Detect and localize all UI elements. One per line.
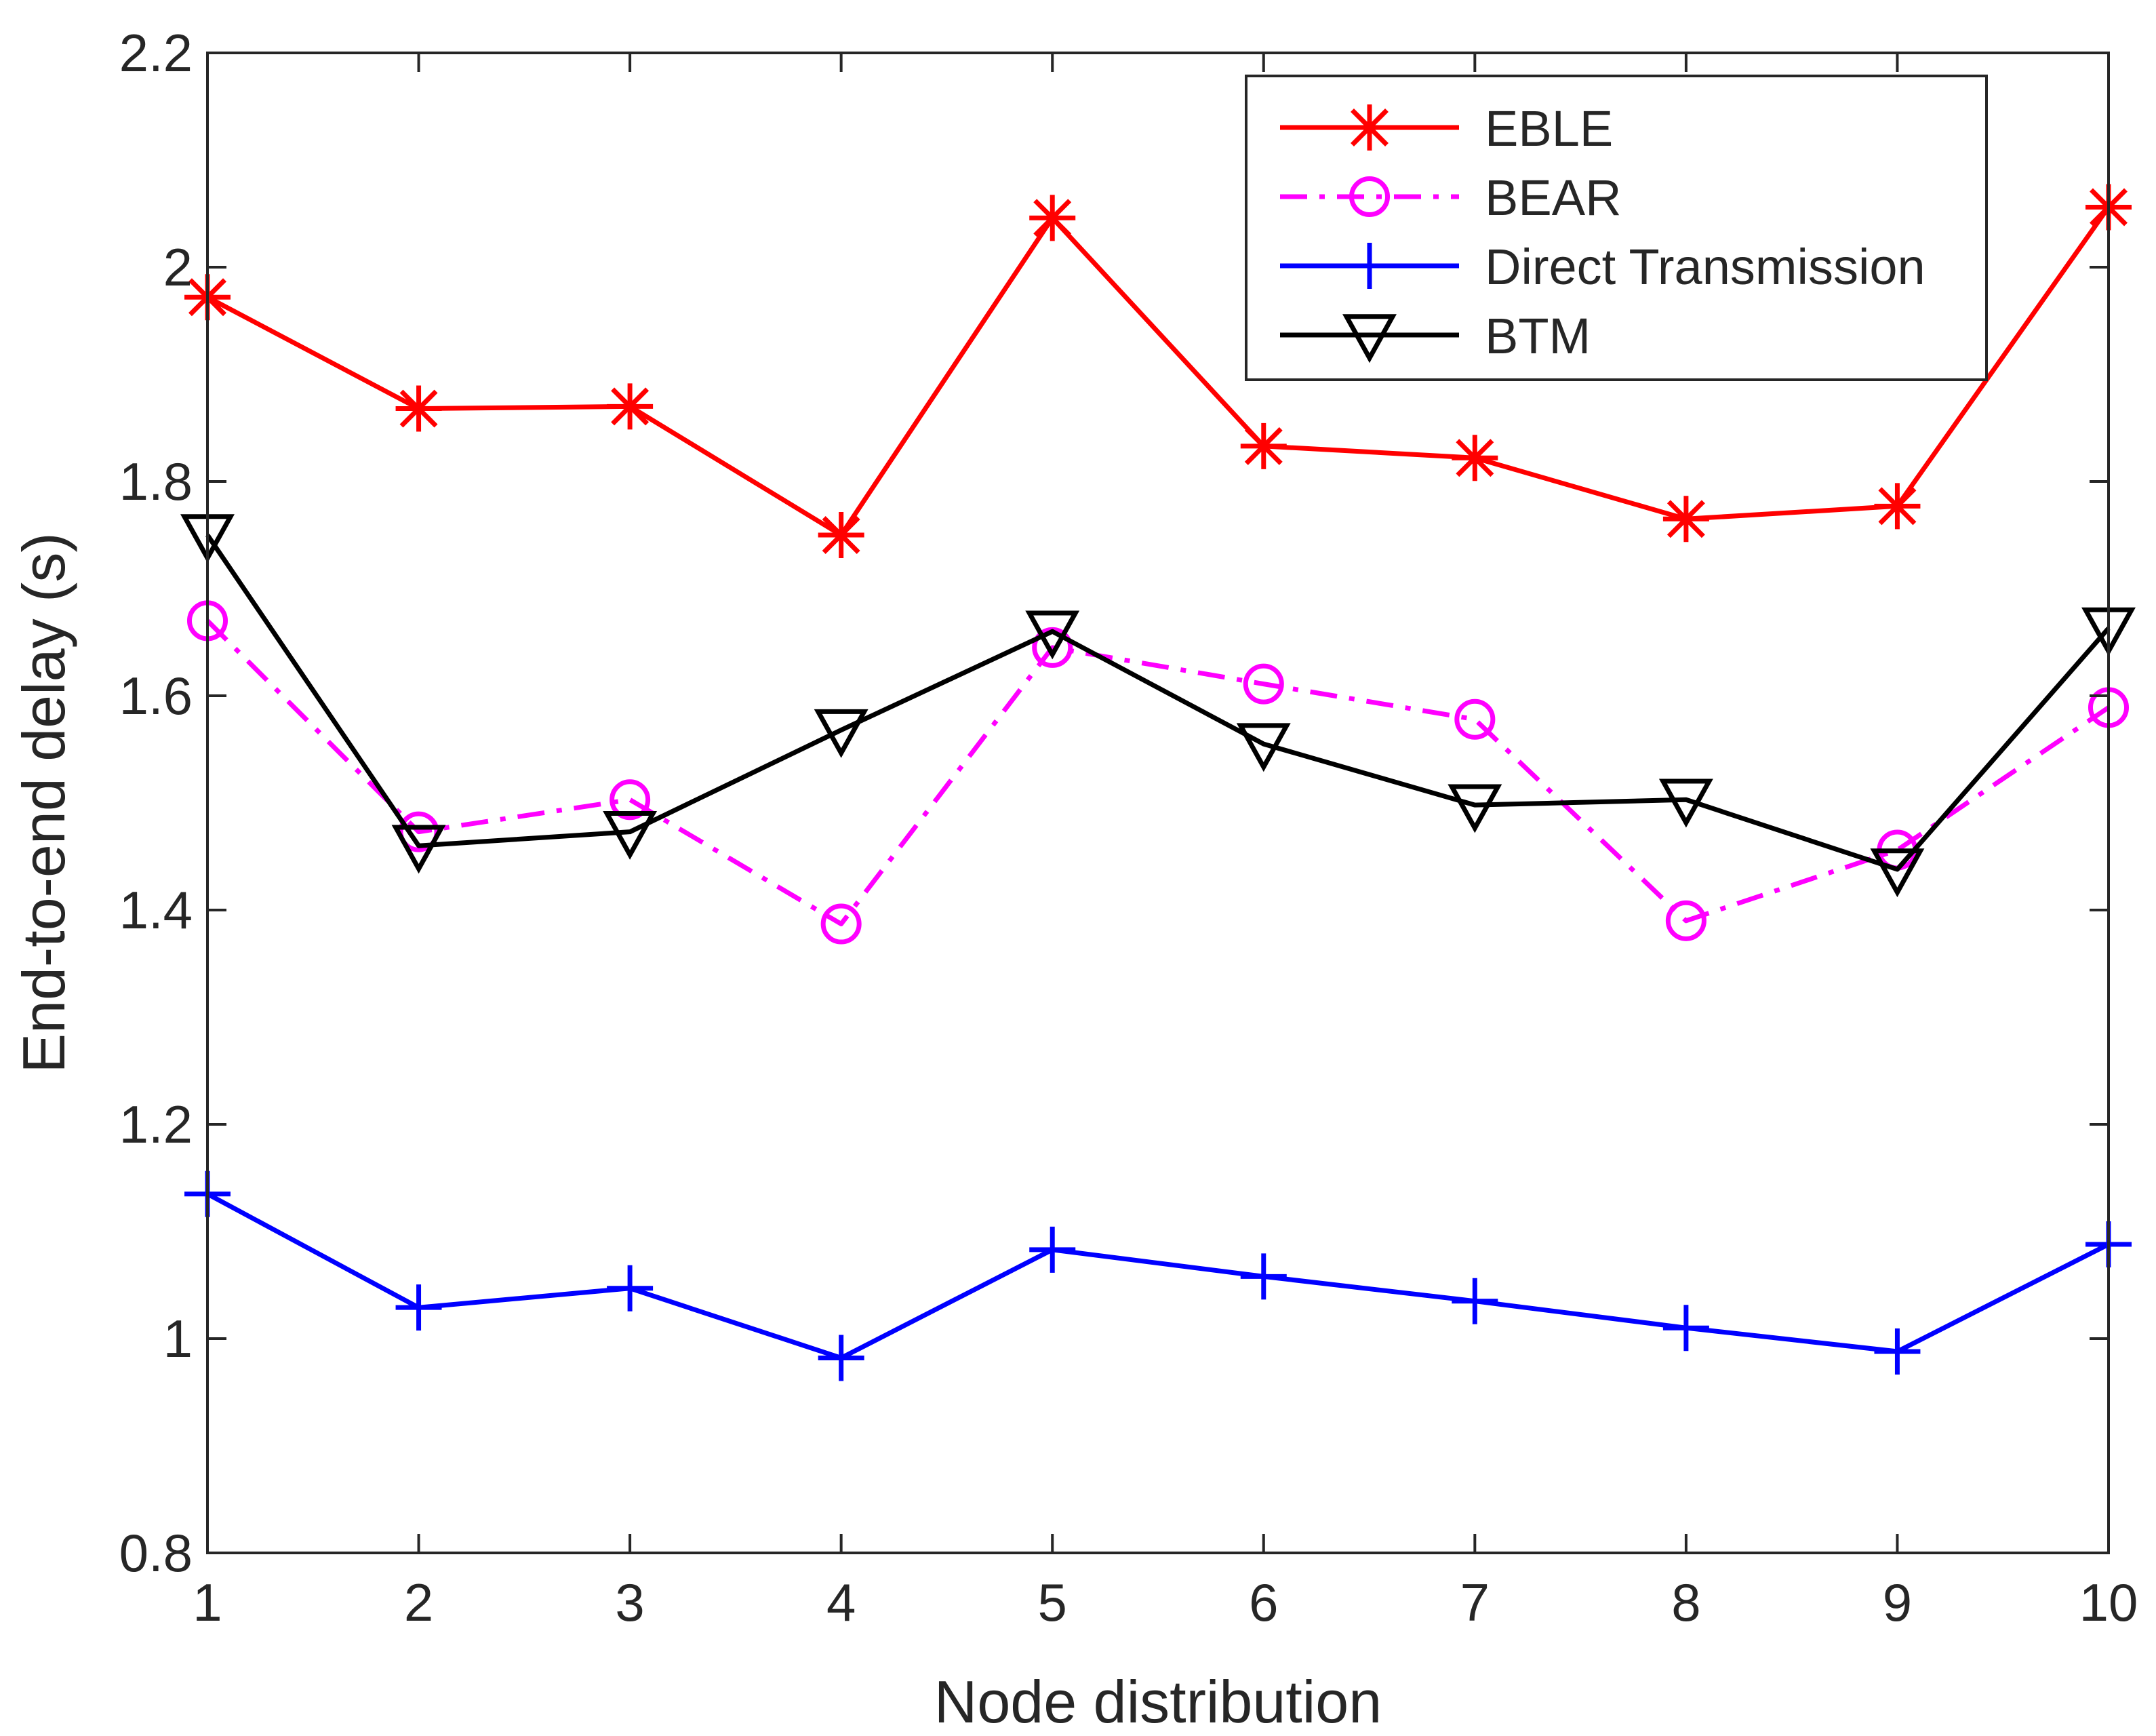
x-tick-label: 7 — [1460, 1573, 1490, 1632]
legend-item: BTM — [1280, 308, 1591, 364]
x-tick-label: 3 — [615, 1573, 644, 1632]
y-axis-label: End-to-end delay (s) — [10, 532, 77, 1073]
series-btm — [180, 514, 2136, 898]
data-point — [1029, 1226, 1076, 1273]
x-tick-label: 6 — [1249, 1573, 1278, 1632]
y-tick-label: 1.6 — [119, 666, 193, 726]
x-tick-label: 9 — [1883, 1573, 1912, 1632]
x-tick-label: 1 — [193, 1573, 222, 1632]
y-tick-label: 1.4 — [119, 880, 193, 940]
x-axis-label: Node distribution — [934, 1668, 1382, 1735]
x-tick-label: 8 — [1671, 1573, 1700, 1632]
data-point — [1665, 900, 1706, 941]
data-point — [395, 385, 442, 432]
series-direct-transmission — [184, 1170, 2132, 1381]
legend-label: EBLE — [1485, 100, 1613, 157]
legend-label: BEAR — [1485, 170, 1622, 226]
legend-label: BTM — [1485, 308, 1591, 364]
data-point — [1240, 422, 1287, 469]
legend-label: Direct Transmission — [1485, 239, 1925, 295]
data-point — [1662, 496, 1709, 542]
data-point — [1452, 1278, 1498, 1324]
series-line — [205, 618, 2110, 927]
data-point — [1342, 314, 1397, 363]
y-tick-label: 1 — [163, 1309, 193, 1368]
y-tick-label: 2 — [163, 237, 193, 297]
data-point — [820, 903, 862, 945]
data-point — [1236, 723, 1291, 772]
y-tick-label: 2.2 — [119, 23, 193, 83]
data-point — [607, 383, 654, 430]
data-point — [814, 709, 869, 758]
legend: EBLE BEAR Direct Transmission BTM — [1245, 75, 1988, 381]
x-tick-label: 4 — [826, 1573, 856, 1632]
axis-ticks: 0.811.21.41.61.822.21 2 3 4 5 6 7 8 9 10 — [119, 23, 2138, 1632]
data-point — [1870, 848, 1925, 898]
data-point — [1025, 610, 1080, 660]
y-tick-label: 1.8 — [119, 452, 193, 511]
data-point — [818, 1335, 864, 1381]
series-line — [205, 534, 2111, 872]
data-point — [1874, 1328, 1921, 1375]
y-tick-label: 1.2 — [119, 1094, 193, 1154]
data-point — [1029, 195, 1076, 241]
legend-item: EBLE — [1280, 100, 1613, 157]
data-point — [1448, 784, 1502, 833]
x-tick-label: 5 — [1038, 1573, 1067, 1632]
series-line — [206, 205, 2111, 538]
data-point — [607, 1265, 654, 1311]
data-point — [391, 825, 446, 874]
legend-item: Direct Transmission — [1280, 239, 1925, 295]
data-point — [1454, 698, 1496, 740]
data-point — [1346, 104, 1393, 151]
series-line — [206, 1191, 2110, 1360]
data-point — [1240, 1253, 1287, 1300]
data-point — [1452, 435, 1498, 481]
data-point — [1243, 663, 1284, 705]
x-tick-label: 2 — [404, 1573, 433, 1632]
series-layer — [180, 184, 2136, 1381]
data-point — [603, 810, 658, 860]
x-tick-label: 10 — [2079, 1573, 2138, 1632]
data-point — [1658, 778, 1713, 828]
data-point — [1349, 176, 1391, 218]
data-point — [610, 779, 651, 821]
data-point — [1662, 1305, 1709, 1352]
legend-item: BEAR — [1280, 170, 1622, 226]
data-point — [395, 1284, 442, 1331]
y-tick-label: 0.8 — [119, 1523, 193, 1583]
data-point — [1874, 483, 1921, 530]
data-point — [1346, 243, 1393, 289]
data-point — [818, 512, 864, 558]
plot-area-frame — [206, 52, 2110, 1554]
